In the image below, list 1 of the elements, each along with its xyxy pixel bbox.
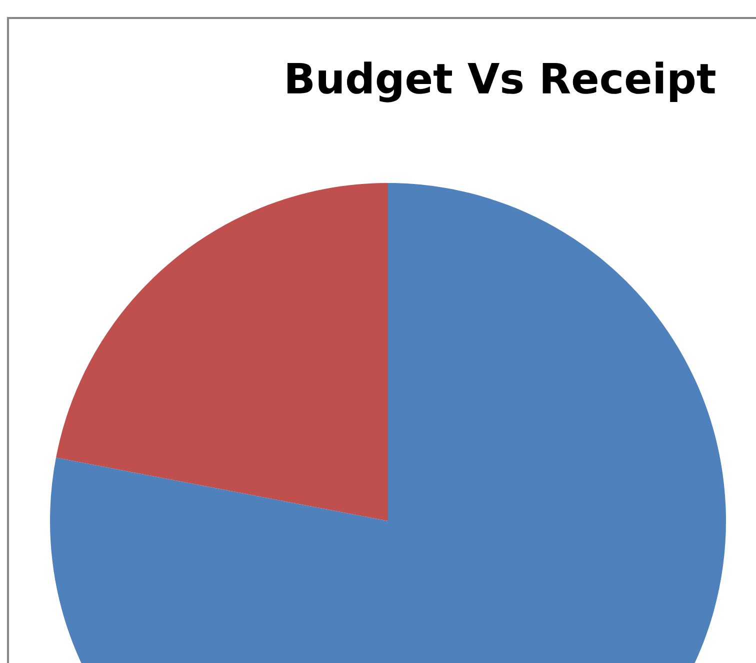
chart-title: Budget Vs Receipt	[288, 62, 716, 102]
